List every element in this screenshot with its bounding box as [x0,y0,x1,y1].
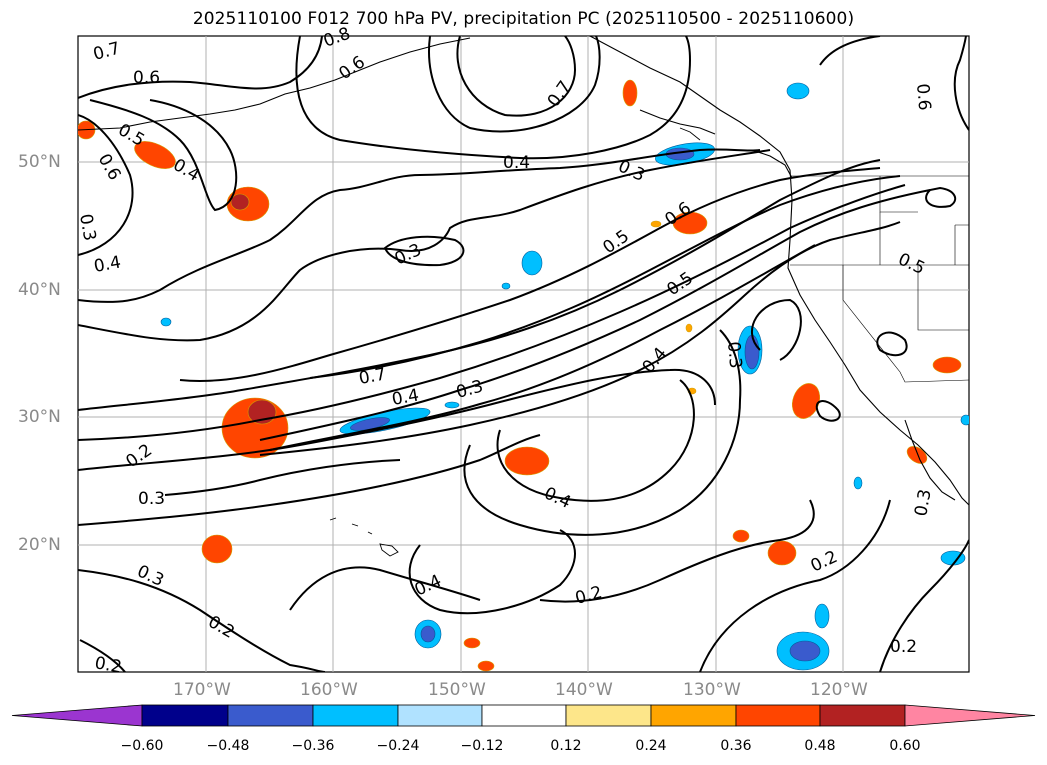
contour-label: 0.2 [890,637,917,657]
lat-label-40n: 40°N [18,280,61,300]
contour-label: 0.7 [357,365,387,389]
colorbar-tick-label: −0.36 [291,738,335,754]
contour-label: 0.3 [723,341,745,370]
map-frame [77,35,970,673]
colorbar-segment [227,704,314,727]
islands [329,127,701,557]
colorbar-segment [312,704,399,727]
contour-label: 0.4 [390,386,420,410]
colorbar-tick-label: −0.48 [206,738,250,754]
colorbar-segment [565,704,652,727]
contour-label: 0.3 [138,489,165,509]
lon-label-170w: 170°W [173,680,231,700]
colorbar-extend-min [11,704,143,727]
contour-label: 0.6 [133,68,160,88]
colorbar-segment [397,704,483,727]
precip-negative-patches [160,82,969,671]
colorbar [11,704,1036,727]
colorbar-tick-label: −0.60 [120,738,164,754]
lon-label-140w: 140°W [555,680,613,700]
pv-contours [78,36,969,672]
contour-label: 0.2 [93,653,123,677]
lon-label-150w: 150°W [428,680,486,700]
contour-label: 0.4 [503,153,530,173]
colorbar-tick-label: 0.12 [550,738,582,754]
contour-label: 0.3 [75,212,99,242]
colorbar-segment [481,704,567,727]
figure-title: 2025110100 F012 700 hPa PV, precipitatio… [192,9,855,29]
lon-label-130w: 130°W [683,680,741,700]
lat-label-50n: 50°N [18,152,61,172]
colorbar-tick-label: −0.12 [460,738,504,754]
colorbar-tick-label: 0.48 [804,738,836,754]
lon-label-120w: 120°W [810,680,868,700]
colorbar-extend-max [904,704,1036,727]
colorbar-segment [819,704,906,727]
colorbar-tick-label: 0.60 [889,738,921,754]
colorbar-tick-label: 0.36 [720,738,752,754]
contour-label: 0.3 [911,488,935,518]
colorbar-segment [141,704,229,727]
coastlines [78,36,969,506]
colorbar-segment [650,704,737,727]
lat-label-20n: 20°N [18,535,61,555]
lat-label-30n: 30°N [18,407,61,427]
colorbar-tick-label: 0.24 [635,738,667,754]
contour-label: 0.6 [912,83,934,112]
contour-label: 0.4 [92,253,122,277]
colorbar-segment [735,704,821,727]
political-borders [790,175,969,383]
lon-label-160w: 160°W [300,680,358,700]
colorbar-tick-label: −0.24 [376,738,420,754]
